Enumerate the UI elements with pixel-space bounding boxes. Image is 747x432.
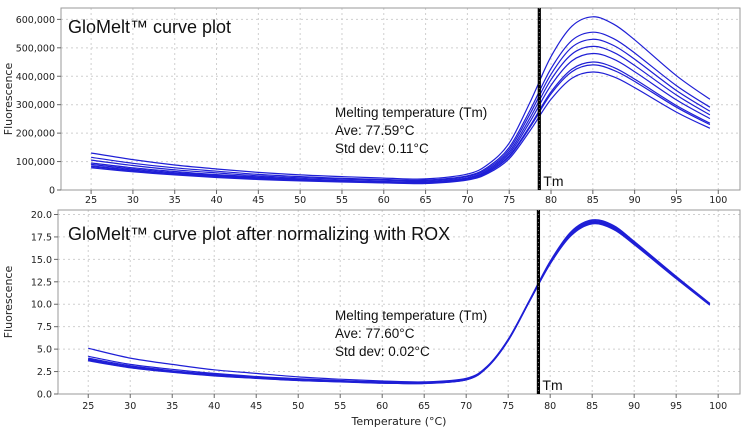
y-tick-label: 10.0	[31, 300, 52, 311]
plot-frame	[57, 209, 741, 395]
x-tick-label: 70	[461, 195, 473, 206]
x-tick-label: 75	[502, 401, 514, 412]
x-tick-label: 90	[628, 401, 640, 412]
x-tick-label: 80	[544, 401, 556, 412]
x-tick-label: 95	[670, 195, 682, 206]
x-tick-label: 25	[85, 195, 97, 206]
tm-annotation-line: Std dev: 0.02°C	[335, 344, 430, 359]
x-tick-label: 40	[210, 195, 222, 206]
melt-curve-5	[91, 52, 711, 184]
y-tick-label: 7.5	[37, 322, 52, 333]
y-tick-label: 15.0	[31, 255, 52, 266]
x-tick-label: 95	[670, 401, 682, 412]
x-axis-label: Temperature (°C)	[351, 415, 447, 428]
tm-annotation-line: Melting temperature (Tm)	[335, 105, 487, 120]
y-tick-label: 300,000	[16, 100, 55, 111]
x-tick-label: 25	[82, 401, 94, 412]
melt-curve-4	[91, 45, 711, 183]
x-tick-label: 75	[503, 195, 515, 206]
y-tick-label: 5.0	[37, 345, 52, 356]
x-tick-label: 40	[208, 401, 220, 412]
y-tick-label: 400,000	[16, 72, 55, 83]
melt-curve-3	[91, 38, 711, 182]
x-tick-label: 90	[629, 195, 641, 206]
x-tick-label: 35	[166, 401, 178, 412]
x-tick-label: 70	[460, 401, 472, 412]
y-axis-label: Fluorescence	[2, 63, 15, 136]
x-tick-label: 55	[336, 195, 348, 206]
y-tick-label: 20.0	[31, 210, 52, 221]
x-tick-label: 45	[252, 195, 264, 206]
x-tick-label: 60	[376, 401, 388, 412]
x-tick-label: 50	[294, 195, 306, 206]
tm-annotation-line: Melting temperature (Tm)	[335, 308, 487, 323]
melt-curve-7	[88, 222, 711, 385]
x-tick-label: 85	[586, 401, 598, 412]
melt-curve-5	[88, 221, 711, 385]
x-tick-label: 30	[127, 195, 139, 206]
x-tick-label: 100	[709, 195, 727, 206]
tm-annotation-line: Std dev: 0.11°C	[335, 141, 429, 156]
x-tick-label: 60	[378, 195, 390, 206]
tm-label: Tm	[542, 377, 562, 393]
bottom-chart-panel: 25 30 35 40 45 50 55 60 65 70 75 80 85 90 95 100 0.0 2.5 5…	[2, 209, 741, 428]
x-tick-label: 65	[418, 401, 430, 412]
tm-annotation-line: Ave: 77.59°C	[335, 123, 415, 138]
y-tick-label: 600,000	[16, 15, 55, 26]
x-tick-label: 65	[420, 195, 432, 206]
y-axis-label: Fluorescence	[2, 266, 15, 339]
y-tick-label: 0.0	[37, 390, 52, 401]
x-tick-label: 45	[250, 401, 262, 412]
x-tick-label: 30	[124, 401, 136, 412]
x-tick-label: 55	[334, 401, 346, 412]
y-tick-label: 200,000	[16, 129, 55, 140]
tm-label: Tm	[543, 173, 563, 189]
y-tick-label: 2.5	[37, 367, 52, 378]
plot-frame	[60, 7, 741, 191]
x-tick-label: 35	[169, 195, 181, 206]
y-tick-label: 100,000	[16, 157, 55, 168]
top-chart-panel: 25 30 35 40 45 50 55 60 65 70 75 80 85 90 95 100 0 100,00…	[2, 7, 741, 206]
melt-curve-8	[91, 71, 711, 185]
melt-curve-1	[91, 16, 711, 180]
chart-title: GloMelt™ curve plot	[68, 17, 231, 37]
y-tick-label: 500,000	[16, 43, 55, 54]
y-tick-label: 17.5	[31, 232, 52, 243]
chart-title: GloMelt™ curve plot after normalizing wi…	[68, 224, 450, 244]
melt-curve-4	[88, 221, 711, 384]
melt-curve-8	[88, 223, 711, 385]
x-tick-label: 50	[292, 401, 304, 412]
x-tick-label: 85	[587, 195, 599, 206]
y-tick-label: 12.5	[31, 277, 52, 288]
melt-curve-6	[88, 222, 711, 385]
melt-curve-2	[91, 31, 711, 181]
x-tick-label: 80	[545, 195, 557, 206]
x-tick-label: 100	[709, 401, 727, 412]
tm-annotation-line: Ave: 77.60°C	[335, 326, 415, 341]
y-tick-label: 0	[49, 186, 55, 197]
